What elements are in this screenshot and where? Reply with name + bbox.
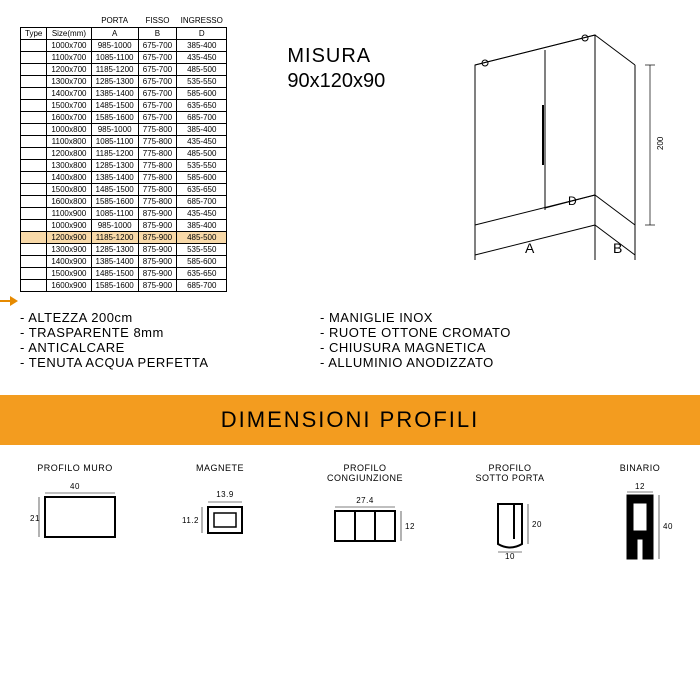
table-row: 1400x7001385-1400675-700585-600	[21, 88, 227, 100]
group-porta: PORTA	[91, 15, 138, 28]
table-row: 1200x7001185-1200675-700485-500	[21, 64, 227, 76]
table-row: 1100x8001085-1100775-800435-450	[21, 136, 227, 148]
hdr-b: B	[138, 28, 176, 40]
profile-magnete-label: MAGNETE	[196, 463, 244, 473]
group-fisso: FISSO	[138, 15, 176, 28]
dim-200: 200	[656, 136, 665, 150]
feature-item: TENUTA ACQUA PERFETTA	[20, 355, 320, 370]
profile-muro-label: PROFILO MURO	[37, 463, 113, 473]
table-row: 1600x9001585-1600875-900685-700	[21, 280, 227, 292]
svg-text:40: 40	[70, 482, 80, 491]
table-row: 1000x900985-1000875-900385-400	[21, 220, 227, 232]
svg-text:13.9: 13.9	[216, 490, 234, 499]
table-row: 1100x9001085-1100875-900435-450	[21, 208, 227, 220]
profile-sotto-porta: PROFILOSOTTO PORTA 20 10	[470, 463, 550, 569]
hdr-size: Size(mm)	[47, 28, 91, 40]
feature-item: CHIUSURA MAGNETICA	[320, 340, 511, 355]
table-row: 1000x700985-1000675-700385-400	[21, 40, 227, 52]
enclosure-diagram: 200 A B D	[445, 25, 665, 305]
svg-text:27.4: 27.4	[356, 496, 374, 505]
profile-binario-label: BINARIO	[620, 463, 661, 473]
svg-text:11.2: 11.2	[182, 516, 199, 525]
feature-item: ANTICALCARE	[20, 340, 320, 355]
section-band: DIMENSIONI PROFILI	[0, 395, 700, 445]
table-row: 1000x800985-1000775-800385-400	[21, 124, 227, 136]
dimensions-table-wrap: PORTA FISSO INGRESSO Type Size(mm) A B D…	[20, 15, 227, 292]
band-title: DIMENSIONI PROFILI	[0, 407, 700, 433]
table-row: 1200x9001185-1200875-900485-500	[21, 232, 227, 244]
feature-bullets: ALTEZZA 200cmTRASPARENTE 8mmANTICALCARET…	[20, 310, 680, 370]
svg-text:12.1: 12.1	[405, 522, 415, 531]
table-row: 1500x9001485-1500875-900635-650	[21, 268, 227, 280]
hdr-type: Type	[21, 28, 47, 40]
svg-text:21: 21	[30, 514, 40, 523]
table-row: 1500x8001485-1500775-800635-650	[21, 184, 227, 196]
table-row: 1600x7001585-1600675-700685-700	[21, 112, 227, 124]
profile-binario: BINARIO 12 40	[605, 463, 675, 569]
hdr-a: A	[91, 28, 138, 40]
table-row: 1600x8001585-1600775-800685-700	[21, 196, 227, 208]
svg-text:20: 20	[532, 520, 542, 529]
feature-item: ALTEZZA 200cm	[20, 310, 320, 325]
profile-sotto-label: PROFILOSOTTO PORTA	[475, 463, 544, 483]
feature-item: TRASPARENTE 8mm	[20, 325, 320, 340]
label-A: A	[525, 240, 535, 256]
table-row: 1500x7001485-1500675-700635-650	[21, 100, 227, 112]
profile-congiunzione: PROFILOCONGIUNZIONE 27.4 12.1	[315, 463, 415, 569]
feature-item: RUOTE OTTONE CROMATO	[320, 325, 511, 340]
feature-item: MANIGLIE INOX	[320, 310, 511, 325]
table-row: 1300x9001285-1300875-900535-550	[21, 244, 227, 256]
table-row: 1200x8001185-1200775-800485-500	[21, 148, 227, 160]
table-row: 1300x7001285-1300675-700535-550	[21, 76, 227, 88]
table-row: 1400x8001385-1400775-800585-600	[21, 172, 227, 184]
profile-cong-label: PROFILOCONGIUNZIONE	[327, 463, 403, 483]
table-row: 1400x9001385-1400875-900585-600	[21, 256, 227, 268]
group-ingresso: INGRESSO	[177, 15, 227, 28]
profile-magnete: MAGNETE 13.9 11.2	[180, 463, 260, 569]
svg-text:40: 40	[663, 522, 673, 531]
svg-text:12: 12	[635, 482, 645, 491]
profiles-row: PROFILO MURO 40 21 MAGNETE 13.9	[20, 463, 680, 569]
feature-item: ALLUMINIO ANODIZZATO	[320, 355, 511, 370]
dimensions-table: PORTA FISSO INGRESSO Type Size(mm) A B D…	[20, 15, 227, 292]
highlight-arrow-icon	[0, 296, 18, 306]
table-row: 1100x7001085-1100675-700435-450	[21, 52, 227, 64]
label-D: D	[568, 194, 577, 208]
table-row: 1300x8001285-1300775-800535-550	[21, 160, 227, 172]
profile-muro: PROFILO MURO 40 21	[25, 463, 125, 569]
hdr-d: D	[177, 28, 227, 40]
svg-text:10: 10	[505, 552, 515, 559]
label-B: B	[613, 240, 622, 256]
